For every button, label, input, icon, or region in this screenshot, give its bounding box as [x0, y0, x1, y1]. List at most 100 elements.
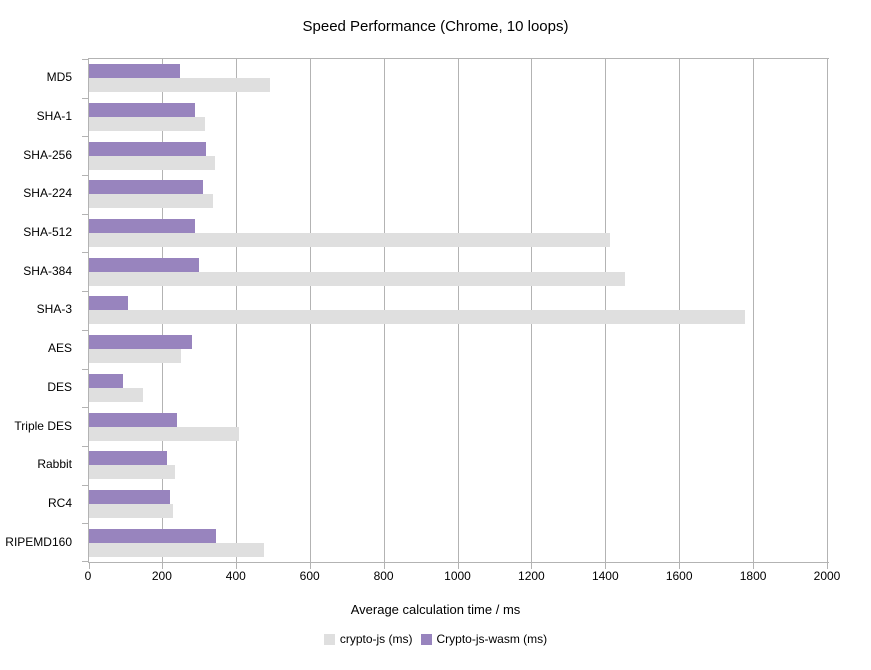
x-axis-tick: [383, 563, 385, 569]
y-axis-labels: MD5 SHA-1 SHA-256 SHA-224 SHA-512 SHA-384 SHA-…: [0, 58, 80, 563]
category-label-des: DES: [47, 379, 72, 394]
bar-group-des: [89, 369, 829, 408]
y-axis-tick: [82, 485, 88, 486]
x-axis-tick: [605, 563, 607, 569]
bar-group-triple-des: [89, 407, 829, 446]
category-label-sha-512: SHA-512: [23, 225, 72, 240]
x-tick-label-0: 0: [84, 569, 92, 583]
bar-crypto-js-sha-224: [89, 194, 213, 209]
x-axis-tick: [161, 563, 163, 569]
bar-group-sha-3: [89, 291, 829, 330]
x-axis-tick: [679, 563, 681, 569]
x-axis-title: Average calculation time / ms: [350, 602, 521, 617]
category-label-sha-256: SHA-256: [23, 147, 72, 162]
bar-group-sha-256: [89, 136, 829, 175]
x-tick-label-400: 400: [225, 569, 246, 583]
x-axis-tick: [457, 563, 459, 569]
legend: crypto-js (ms) Crypto-js-wasm (ms): [0, 632, 871, 646]
legend-swatch-crypto-js: [323, 633, 335, 645]
category-label-aes: AES: [47, 341, 72, 356]
x-tick-label-1200: 1200: [518, 569, 545, 583]
legend-label-crypto-js: crypto-js (ms): [339, 632, 413, 646]
legend-label-crypto-js-wasm: Crypto-js-wasm (ms): [436, 632, 548, 646]
bar-crypto-js-aes: [89, 349, 182, 364]
bar-crypto-js-wasm-ripemd160: [89, 528, 217, 543]
y-axis-tick: [82, 98, 88, 99]
category-label-sha-3: SHA-3: [36, 302, 72, 317]
x-axis-tick: [309, 563, 311, 569]
bar-group-rabbit: [89, 446, 829, 485]
bar-crypto-js-sha-1: [89, 117, 206, 132]
bar-crypto-js-des: [89, 387, 144, 402]
bar-crypto-js-wasm-des: [89, 373, 123, 388]
legend-item-crypto-js-wasm: Crypto-js-wasm (ms): [420, 632, 548, 646]
gridline-1800: [753, 59, 755, 562]
x-axis-tick: [827, 563, 828, 569]
category-label-ripemd160: RIPEMD160: [5, 534, 72, 549]
legend-item-crypto-js: crypto-js (ms): [323, 632, 413, 646]
bar-group-rc4: [89, 485, 829, 524]
y-axis-tick: [82, 291, 88, 292]
bar-crypto-js-wasm-rc4: [89, 489, 170, 504]
y-axis-tick: [82, 214, 88, 215]
bar-group-sha-512: [89, 214, 829, 253]
bar-group-aes: [89, 330, 829, 369]
category-label-sha-224: SHA-224: [23, 186, 72, 201]
x-tick-label-1400: 1400: [591, 569, 619, 583]
x-tick-label-800: 800: [373, 569, 394, 583]
bar-group-ripemd160: [89, 523, 829, 562]
bar-crypto-js-wasm-sha-384: [89, 257, 199, 272]
bar-crypto-js-wasm-sha-1: [89, 103, 195, 118]
y-axis-tick: [82, 446, 88, 447]
y-axis-tick: [82, 561, 88, 562]
bar-crypto-js-wasm-sha-256: [89, 141, 207, 156]
bar-crypto-js-sha-3: [89, 310, 745, 325]
bar-crypto-js-wasm-rabbit: [89, 451, 168, 466]
x-tick-label-2000: 2000: [813, 569, 841, 583]
bar-crypto-js-wasm-aes: [89, 335, 192, 350]
bar-crypto-js-wasm-triple-des: [89, 412, 177, 427]
category-label-triple-des: Triple DES: [14, 418, 72, 433]
bar-crypto-js-md5: [89, 78, 271, 93]
x-tick-label-200: 200: [151, 569, 172, 583]
x-axis-tick: [753, 563, 755, 569]
bar-crypto-js-rabbit: [89, 465, 176, 480]
x-tick-label-600: 600: [299, 569, 320, 583]
bar-crypto-js-wasm-sha-3: [89, 296, 128, 311]
y-axis-tick: [82, 407, 88, 408]
y-axis-tick: [82, 175, 88, 176]
x-axis-tick: [531, 563, 533, 569]
bar-crypto-js-wasm-md5: [89, 64, 180, 79]
category-label-rc4: RC4: [47, 495, 72, 510]
bar-crypto-js-sha-384: [89, 271, 625, 286]
bar-group-sha-224: [89, 175, 829, 214]
x-axis-tick-labels: 0 200 400 600 800 1000 1200 1400 1600 1800 2000: [84, 569, 841, 585]
legend-swatch-crypto-js-wasm: [420, 633, 432, 645]
y-axis-tick: [82, 369, 88, 370]
y-axis-tick: [82, 330, 88, 331]
bar-crypto-js-wasm-sha-224: [89, 180, 203, 195]
bar-group-sha-1: [89, 98, 829, 137]
bar-group-md5: [89, 59, 829, 98]
x-tick-label-1600: 1600: [665, 569, 693, 583]
plot-area: [82, 58, 829, 569]
category-label-sha-384: SHA-384: [23, 263, 72, 278]
x-tick-label-1000: 1000: [444, 569, 471, 583]
bar-crypto-js-triple-des: [89, 426, 239, 441]
x-tick-label-1800: 1800: [739, 569, 767, 583]
x-axis-tick: [89, 563, 90, 569]
y-axis-tick: [82, 252, 88, 253]
bar-crypto-js-wasm-sha-512: [89, 219, 195, 234]
bar-crypto-js-sha-256: [89, 155, 215, 170]
y-axis-tick: [82, 523, 88, 524]
category-label-md5: MD5: [46, 70, 72, 85]
y-axis-tick: [82, 59, 88, 60]
category-label-sha-1: SHA-1: [36, 109, 72, 124]
chart-title: Speed Performance (Chrome, 10 loops): [302, 18, 569, 35]
x-axis-tick: [235, 563, 237, 569]
category-label-rabbit: Rabbit: [37, 457, 72, 472]
bar-crypto-js-ripemd160: [89, 542, 264, 557]
gridline-2000: [827, 59, 828, 562]
bar-crypto-js-rc4: [89, 503, 173, 518]
